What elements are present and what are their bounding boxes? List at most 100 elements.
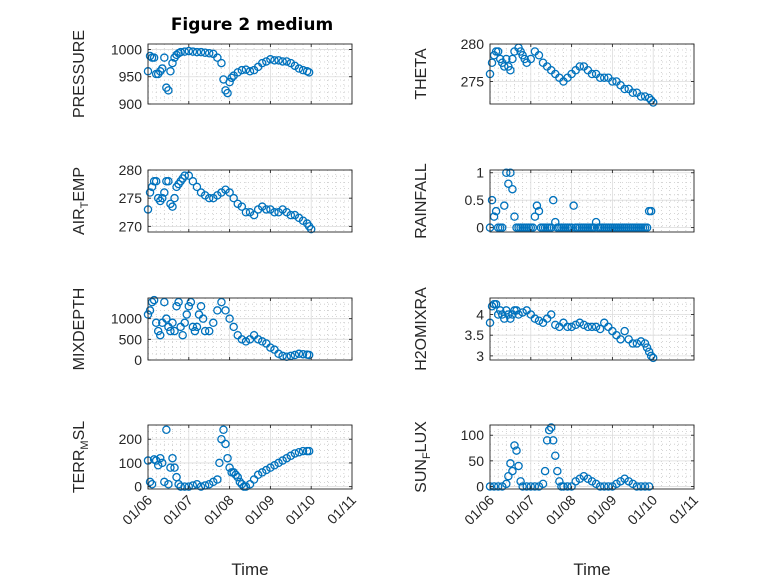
- data-point: [542, 436, 552, 445]
- data-point: [493, 310, 503, 319]
- data-point: [266, 343, 275, 352]
- data-point: [166, 463, 175, 472]
- axes-box: [489, 424, 695, 490]
- data-point: [644, 482, 654, 491]
- data-point: [241, 482, 251, 491]
- data-point: [487, 195, 497, 205]
- data-point: [282, 57, 291, 66]
- data-point: [502, 168, 511, 177]
- data-point: [149, 295, 159, 305]
- subplot-1: 900 950 1000 PRESSURE: [71, 30, 353, 118]
- plot-area: [148, 170, 352, 232]
- data-point: [233, 68, 243, 77]
- y-tick-label: 3.5: [465, 327, 485, 343]
- data-point: [497, 223, 507, 232]
- y-axis-label: PRESSURE: [71, 30, 88, 118]
- data-point: [575, 318, 585, 328]
- data-point: [532, 201, 542, 210]
- data-point: [155, 330, 165, 340]
- y-axis-label-main: TERR: [71, 450, 88, 494]
- data-point: [290, 350, 300, 360]
- data-point: [559, 482, 568, 491]
- data-point: [237, 202, 247, 211]
- data-point: [180, 47, 189, 56]
- data-point: [274, 458, 283, 468]
- y-tick-label: 0: [476, 220, 484, 236]
- y-tick-label: 950: [119, 69, 143, 85]
- data-point: [253, 470, 263, 480]
- data-point: [245, 67, 255, 76]
- data-point: [164, 86, 173, 95]
- data-point: [567, 322, 576, 332]
- y-axis-label-subscript: T: [79, 201, 91, 208]
- data-point: [294, 349, 304, 359]
- data-series: [485, 168, 656, 232]
- data-point: [516, 477, 525, 486]
- data-point: [270, 56, 279, 65]
- data-point: [162, 425, 171, 434]
- data-point: [636, 337, 646, 346]
- data-point: [149, 53, 159, 62]
- data-point: [274, 349, 283, 359]
- data-series: [143, 425, 314, 491]
- data-point: [282, 453, 291, 463]
- data-point: [215, 458, 224, 468]
- data-point: [502, 54, 511, 64]
- data-point: [204, 480, 214, 489]
- data-point: [190, 326, 200, 336]
- data-point: [286, 210, 296, 220]
- data-point: [145, 477, 155, 487]
- data-point: [648, 353, 658, 363]
- data-point: [575, 62, 585, 71]
- y-tick-label: 3: [476, 348, 484, 364]
- data-point: [213, 53, 222, 62]
- data-point: [589, 223, 599, 232]
- data-point: [491, 206, 501, 216]
- data-point: [546, 223, 556, 232]
- data-point: [200, 48, 210, 57]
- data-point: [160, 297, 169, 307]
- data-point: [508, 184, 517, 194]
- data-point: [510, 441, 519, 450]
- data-point: [186, 297, 196, 307]
- data-point: [540, 466, 550, 476]
- data-point: [530, 482, 540, 491]
- data-point: [233, 472, 243, 482]
- data-point: [506, 314, 515, 323]
- data-point: [178, 330, 187, 340]
- data-point: [304, 446, 314, 456]
- y-axis-label-main: SUN: [413, 459, 430, 493]
- subplot-6: 3 3.5 4 H2OMIXRA: [413, 287, 695, 371]
- data-point: [170, 463, 179, 472]
- data-point: [253, 335, 263, 344]
- data-point: [229, 322, 238, 332]
- y-axis-label: SUNFLUX: [413, 421, 433, 493]
- data-point: [153, 326, 163, 336]
- data-point: [217, 297, 226, 307]
- axes-box: [147, 169, 353, 233]
- data-point: [620, 326, 629, 336]
- data-point: [176, 482, 185, 491]
- data-point: [604, 482, 613, 491]
- data-point: [168, 202, 177, 211]
- data-point: [608, 77, 617, 86]
- data-point: [147, 182, 157, 192]
- data-point: [221, 306, 230, 315]
- y-tick-label: 100: [461, 427, 485, 443]
- data-point: [249, 210, 259, 220]
- y-axis-label-rest: EMP: [71, 167, 88, 202]
- axes-box: [147, 424, 353, 490]
- data-point: [534, 316, 544, 325]
- data-point: [591, 217, 601, 227]
- data-point: [642, 223, 652, 232]
- data-point: [145, 51, 155, 61]
- data-point: [166, 67, 175, 76]
- y-axis-label-main: H2OMIXRA: [413, 287, 430, 371]
- data-point: [174, 297, 183, 307]
- data-point: [599, 73, 609, 83]
- data-point: [192, 322, 202, 332]
- data-point: [512, 446, 521, 455]
- y-axis-label: TERRMSL: [71, 421, 91, 493]
- data-point: [213, 475, 222, 484]
- data-point: [628, 339, 638, 348]
